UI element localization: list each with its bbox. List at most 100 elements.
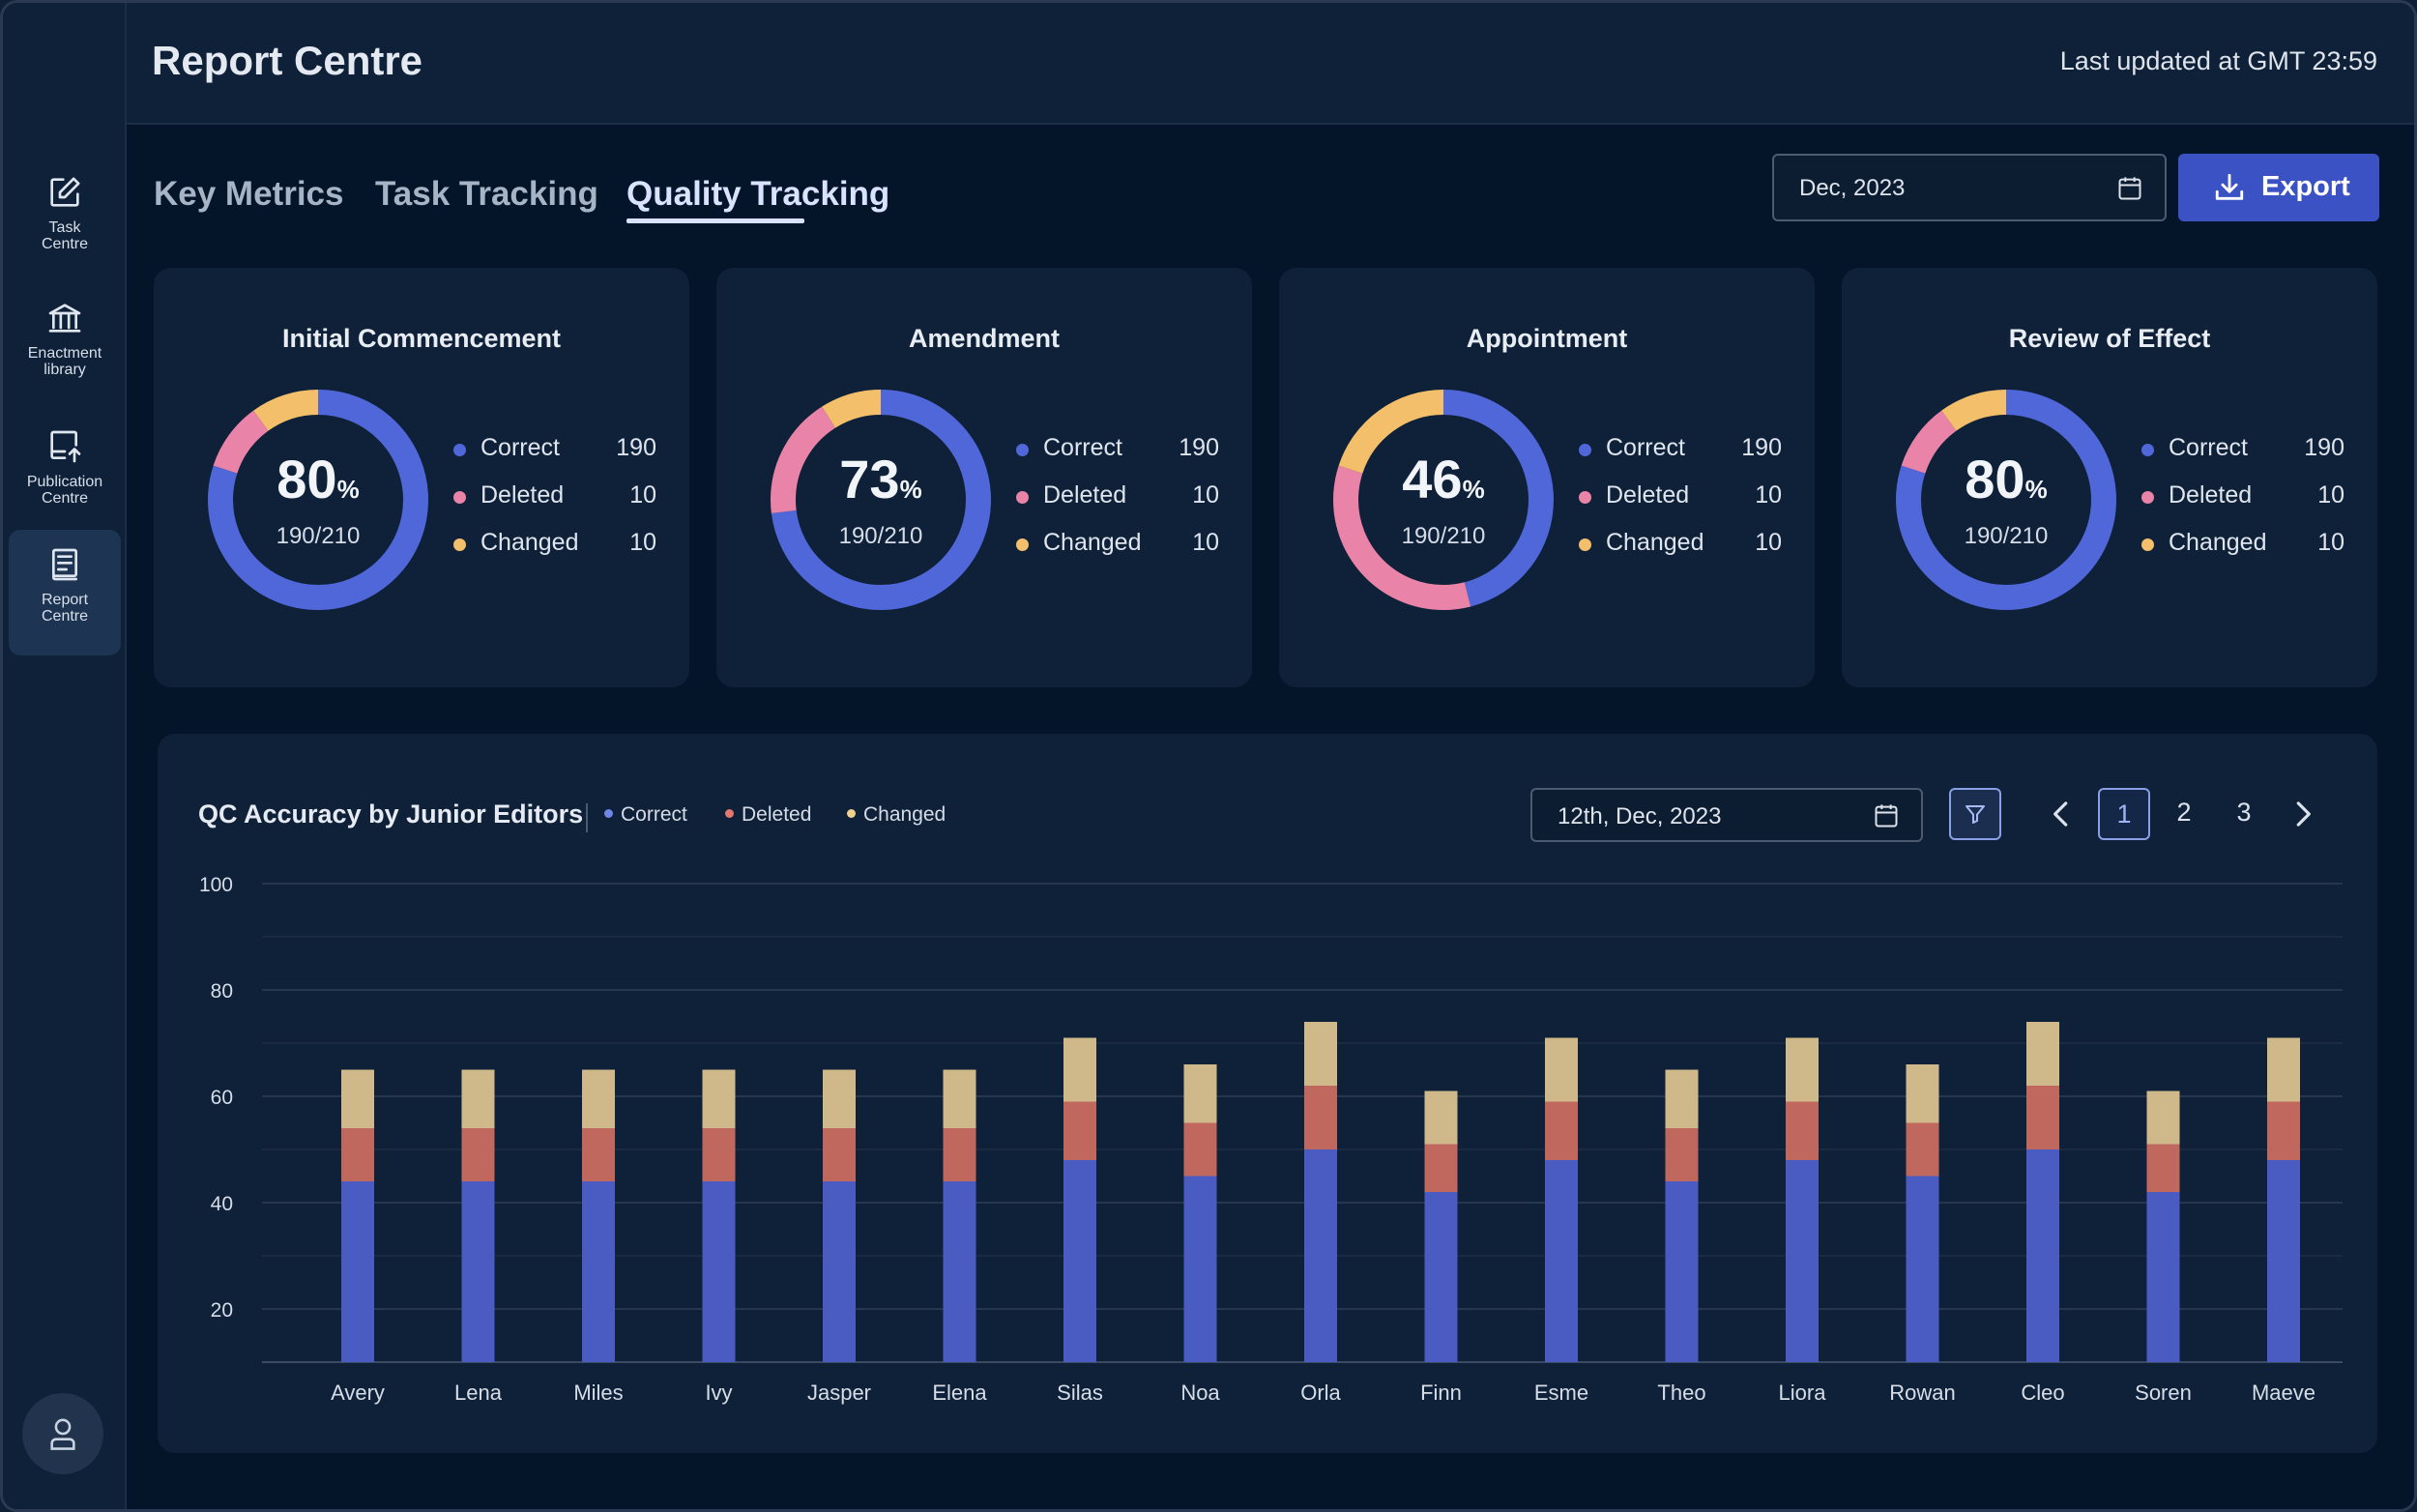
x-tick-label: Soren (2135, 1381, 2192, 1405)
bar-segment-deleted (2026, 1086, 2059, 1149)
legend-value: 10 (1192, 529, 1219, 556)
avatar[interactable] (22, 1393, 103, 1474)
main-content: Key Metrics Task Tracking Quality Tracki… (127, 125, 2414, 1509)
legend-dot (2141, 491, 2154, 504)
legend-name: Changed (863, 803, 946, 826)
sidebar-item-task-centre[interactable]: Task Centre (9, 158, 121, 283)
bar-segment-changed (2146, 1090, 2180, 1145)
page-button-3[interactable]: 3 (2236, 798, 2252, 827)
bar-segment-changed (1304, 1022, 1337, 1086)
legend-value: 190 (1179, 434, 1219, 461)
x-tick-label: Cleo (2021, 1381, 2064, 1405)
bar-segment-correct (2146, 1192, 2180, 1362)
bar-segment-deleted (1063, 1101, 1096, 1160)
export-button[interactable]: Export (2178, 154, 2379, 221)
sidebar-item-label: Enactment (27, 345, 102, 362)
percent-value: 80 (277, 449, 337, 509)
page-button-1[interactable]: 1 (2098, 788, 2150, 840)
bar-segment-changed (1665, 1069, 1699, 1128)
donut-chart (208, 390, 428, 610)
sidebar-item-report-centre[interactable]: Report Centre (9, 530, 121, 655)
percent-sign: % (2024, 475, 2048, 504)
bar-segment-deleted (1906, 1122, 1939, 1177)
y-tick-label: 40 (211, 1193, 233, 1215)
calendar-icon[interactable] (1873, 802, 1900, 829)
bar-segment-changed (2026, 1022, 2059, 1086)
month-picker[interactable]: Dec, 2023 (1772, 154, 2167, 221)
sidebar-item-label: Task (48, 219, 81, 236)
divider (586, 803, 588, 832)
x-tick-label: Liora (1779, 1381, 1827, 1405)
sidebar-item-label: Centre (41, 490, 89, 507)
legend-dot (604, 808, 613, 818)
bar-segment-changed (341, 1069, 374, 1128)
bar-segment-deleted (341, 1128, 374, 1181)
kpi-card-title: Appointment (1466, 324, 1628, 353)
calendar-icon[interactable] (2116, 175, 2143, 202)
legend-name: Deleted (480, 481, 565, 509)
download-icon (2215, 173, 2244, 200)
legend-row-deleted: Deleted 10 (2141, 481, 2344, 510)
y-tick-label: 80 (211, 980, 233, 1003)
tab-quality-tracking[interactable]: Quality Tracking (626, 175, 890, 213)
x-tick-label: Noa (1180, 1381, 1220, 1405)
legend-row-changed: Changed 10 (1016, 529, 1219, 558)
bar-segment-deleted (582, 1128, 615, 1181)
filter-button[interactable] (1949, 788, 2001, 840)
legend-dot (2141, 444, 2154, 456)
bar-segment-deleted (1183, 1122, 1217, 1177)
bar-segment-changed (1424, 1090, 1458, 1145)
bar-segment-correct (2267, 1160, 2300, 1362)
x-tick-label: Ivy (705, 1381, 732, 1405)
percent-sign: % (336, 475, 360, 504)
bar-segment-deleted (1424, 1144, 1458, 1192)
export-button-label: Export (2261, 171, 2350, 202)
percent-value: 80 (1965, 449, 2025, 509)
bar-segment-deleted (461, 1128, 495, 1181)
bar-segment-changed (702, 1069, 736, 1128)
donut-segment-changed (208, 390, 428, 610)
bar-segment-changed (582, 1069, 615, 1128)
bar-segment-deleted (943, 1128, 976, 1181)
bar-segment-correct (1906, 1176, 1939, 1362)
legend-dot (725, 808, 734, 818)
legend-name: Changed (1043, 529, 1142, 556)
x-tick-label: Orla (1300, 1381, 1341, 1405)
bar-segment-correct (1183, 1176, 1217, 1362)
legend-dot (1016, 491, 1029, 504)
bar-segment-deleted (2267, 1101, 2300, 1160)
legend-value: 10 (1755, 481, 1782, 509)
legend-row-deleted: Deleted 10 (1016, 481, 1219, 510)
tab-key-metrics[interactable]: Key Metrics (154, 175, 344, 213)
tab-task-tracking[interactable]: Task Tracking (375, 175, 598, 213)
sidebar-item-label: Publication (26, 474, 103, 490)
legend-row-deleted: Deleted 10 (453, 481, 656, 510)
bar-segment-changed (461, 1069, 495, 1128)
donut-percent: 73% (771, 448, 991, 510)
chevron-right-icon[interactable] (2285, 796, 2321, 832)
bar-segment-correct (823, 1181, 856, 1362)
bar-segment-changed (1545, 1037, 1578, 1102)
legend-value: 190 (616, 434, 656, 461)
legend-name: Deleted (742, 803, 812, 826)
donut-ratio: 190/210 (1964, 523, 2049, 549)
sidebar-item-publication-centre[interactable]: Publication Centre (9, 412, 121, 538)
page-button-2[interactable]: 2 (2176, 798, 2192, 827)
bar-segment-deleted (1665, 1128, 1699, 1181)
y-tick-label: 60 (211, 1087, 233, 1109)
kpi-card-amendment: Amendment 73% 190/210 Correct 190 Deleted… (716, 268, 1252, 687)
bar-segment-changed (2267, 1037, 2300, 1102)
bar-segment-correct (1063, 1160, 1096, 1362)
sidebar-item-label: Report (41, 592, 89, 608)
bar-segment-changed (823, 1069, 856, 1128)
date-picker[interactable]: 12th, Dec, 2023 (1530, 788, 1923, 842)
legend-row-deleted: Deleted 10 (1579, 481, 1782, 510)
legend-dot (847, 808, 856, 818)
sidebar-item-enactment-library[interactable]: Enactment library (9, 283, 121, 409)
legend-dot (453, 538, 466, 551)
chevron-left-icon[interactable] (2043, 796, 2080, 832)
donut-chart (1896, 390, 2116, 610)
bar-segment-correct (1545, 1160, 1578, 1362)
bar-segment-deleted (1545, 1101, 1578, 1160)
legend-value: 190 (2304, 434, 2344, 461)
